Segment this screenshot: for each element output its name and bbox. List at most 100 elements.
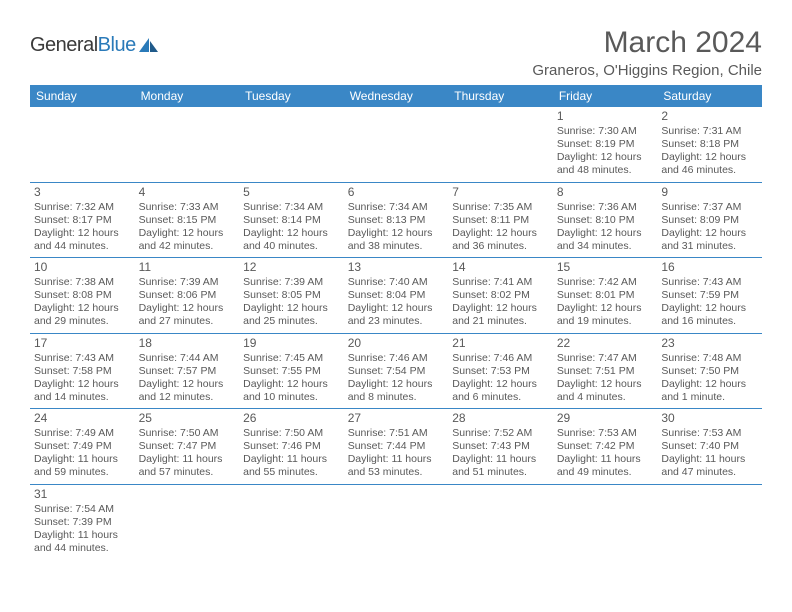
sunset-text: Sunset: 8:10 PM [557,214,654,227]
sunrise-text: Sunrise: 7:40 AM [348,276,445,289]
day-number: 26 [243,411,340,426]
logo-sail-icon [138,37,160,55]
sunset-text: Sunset: 8:13 PM [348,214,445,227]
sunrise-text: Sunrise: 7:32 AM [34,201,131,214]
sunset-text: Sunset: 7:40 PM [661,440,758,453]
day-number: 28 [452,411,549,426]
sunset-text: Sunset: 8:09 PM [661,214,758,227]
day-number: 6 [348,185,445,200]
daylight-text: Daylight: 11 hours and 51 minutes. [452,453,549,479]
daylight-text: Daylight: 12 hours and 23 minutes. [348,302,445,328]
calendar-cell-empty [344,484,449,559]
daylight-text: Daylight: 12 hours and 48 minutes. [557,151,654,177]
calendar-row: 31Sunrise: 7:54 AMSunset: 7:39 PMDayligh… [30,484,762,559]
daylight-text: Daylight: 12 hours and 25 minutes. [243,302,340,328]
daylight-text: Daylight: 12 hours and 4 minutes. [557,378,654,404]
day-number: 7 [452,185,549,200]
day-number: 25 [139,411,236,426]
calendar-cell: 21Sunrise: 7:46 AMSunset: 7:53 PMDayligh… [448,333,553,409]
day-number: 24 [34,411,131,426]
calendar-cell: 28Sunrise: 7:52 AMSunset: 7:43 PMDayligh… [448,409,553,485]
sunrise-text: Sunrise: 7:51 AM [348,427,445,440]
calendar-cell: 6Sunrise: 7:34 AMSunset: 8:13 PMDaylight… [344,182,449,258]
day-number: 9 [661,185,758,200]
day-number: 18 [139,336,236,351]
daylight-text: Daylight: 12 hours and 46 minutes. [661,151,758,177]
sunset-text: Sunset: 7:44 PM [348,440,445,453]
sunrise-text: Sunrise: 7:53 AM [557,427,654,440]
calendar-cell: 10Sunrise: 7:38 AMSunset: 8:08 PMDayligh… [30,258,135,334]
calendar-row: 3Sunrise: 7:32 AMSunset: 8:17 PMDaylight… [30,182,762,258]
calendar-cell: 1Sunrise: 7:30 AMSunset: 8:19 PMDaylight… [553,107,658,182]
sunrise-text: Sunrise: 7:52 AM [452,427,549,440]
sunrise-text: Sunrise: 7:41 AM [452,276,549,289]
daylight-text: Daylight: 11 hours and 44 minutes. [34,529,131,555]
sunset-text: Sunset: 8:15 PM [139,214,236,227]
sunset-text: Sunset: 7:47 PM [139,440,236,453]
daylight-text: Daylight: 12 hours and 42 minutes. [139,227,236,253]
daylight-text: Daylight: 12 hours and 14 minutes. [34,378,131,404]
daylight-text: Daylight: 12 hours and 40 minutes. [243,227,340,253]
sunrise-text: Sunrise: 7:43 AM [661,276,758,289]
sunset-text: Sunset: 8:08 PM [34,289,131,302]
sunset-text: Sunset: 8:05 PM [243,289,340,302]
calendar-cell-empty [30,107,135,182]
sunset-text: Sunset: 7:39 PM [34,516,131,529]
daylight-text: Daylight: 12 hours and 12 minutes. [139,378,236,404]
day-number: 21 [452,336,549,351]
sunset-text: Sunset: 7:57 PM [139,365,236,378]
sunset-text: Sunset: 8:11 PM [452,214,549,227]
calendar-cell: 29Sunrise: 7:53 AMSunset: 7:42 PMDayligh… [553,409,658,485]
calendar-cell: 16Sunrise: 7:43 AMSunset: 7:59 PMDayligh… [657,258,762,334]
calendar-cell: 4Sunrise: 7:33 AMSunset: 8:15 PMDaylight… [135,182,240,258]
sunrise-text: Sunrise: 7:46 AM [452,352,549,365]
location-label: Graneros, O'Higgins Region, Chile [532,62,762,79]
day-number: 4 [139,185,236,200]
daylight-text: Daylight: 12 hours and 1 minute. [661,378,758,404]
daylight-text: Daylight: 12 hours and 8 minutes. [348,378,445,404]
daylight-text: Daylight: 12 hours and 44 minutes. [34,227,131,253]
calendar-cell-empty [657,484,762,559]
day-number: 19 [243,336,340,351]
day-number: 1 [557,109,654,124]
daylight-text: Daylight: 11 hours and 47 minutes. [661,453,758,479]
day-number: 11 [139,260,236,275]
calendar-row: 17Sunrise: 7:43 AMSunset: 7:58 PMDayligh… [30,333,762,409]
day-number: 8 [557,185,654,200]
sunrise-text: Sunrise: 7:43 AM [34,352,131,365]
day-number: 23 [661,336,758,351]
daylight-text: Daylight: 12 hours and 38 minutes. [348,227,445,253]
sunrise-text: Sunrise: 7:47 AM [557,352,654,365]
day-number: 3 [34,185,131,200]
sunrise-text: Sunrise: 7:50 AM [243,427,340,440]
calendar-cell: 20Sunrise: 7:46 AMSunset: 7:54 PMDayligh… [344,333,449,409]
calendar-cell-empty [553,484,658,559]
weekday-header: Monday [135,85,240,107]
month-title: March 2024 [532,26,762,60]
day-number: 31 [34,487,131,502]
sunrise-text: Sunrise: 7:38 AM [34,276,131,289]
day-number: 29 [557,411,654,426]
sunrise-text: Sunrise: 7:33 AM [139,201,236,214]
sunrise-text: Sunrise: 7:48 AM [661,352,758,365]
calendar-cell: 31Sunrise: 7:54 AMSunset: 7:39 PMDayligh… [30,484,135,559]
sunset-text: Sunset: 8:14 PM [243,214,340,227]
day-number: 12 [243,260,340,275]
sunrise-text: Sunrise: 7:44 AM [139,352,236,365]
sunset-text: Sunset: 8:19 PM [557,138,654,151]
calendar-cell: 26Sunrise: 7:50 AMSunset: 7:46 PMDayligh… [239,409,344,485]
calendar-cell: 25Sunrise: 7:50 AMSunset: 7:47 PMDayligh… [135,409,240,485]
sunset-text: Sunset: 7:58 PM [34,365,131,378]
calendar-cell: 11Sunrise: 7:39 AMSunset: 8:06 PMDayligh… [135,258,240,334]
weekday-header: Sunday [30,85,135,107]
daylight-text: Daylight: 12 hours and 19 minutes. [557,302,654,328]
daylight-text: Daylight: 12 hours and 27 minutes. [139,302,236,328]
day-number: 20 [348,336,445,351]
sunset-text: Sunset: 7:59 PM [661,289,758,302]
calendar-cell-empty [239,484,344,559]
calendar-cell: 19Sunrise: 7:45 AMSunset: 7:55 PMDayligh… [239,333,344,409]
day-number: 27 [348,411,445,426]
day-number: 2 [661,109,758,124]
sunrise-text: Sunrise: 7:46 AM [348,352,445,365]
calendar-cell: 18Sunrise: 7:44 AMSunset: 7:57 PMDayligh… [135,333,240,409]
